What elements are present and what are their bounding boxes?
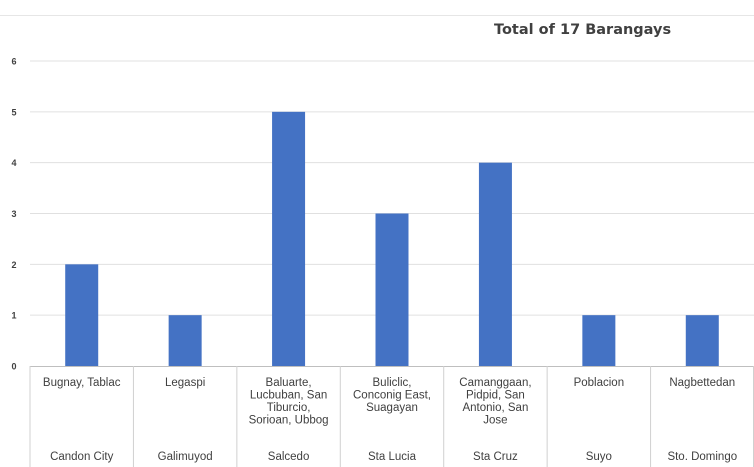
group-label: Sta Cruz	[473, 451, 518, 463]
category-label: Suagayan	[366, 402, 418, 414]
group-label: Sta Lucia	[368, 451, 417, 463]
y-tick-label: 3	[11, 209, 16, 219]
bar	[168, 315, 202, 366]
category-label: Jose	[483, 415, 507, 427]
category-label: Sorioan, Ubbog	[249, 415, 329, 427]
category-label: Antonio, San	[462, 402, 528, 414]
category-label: Bugnay, Tablac	[43, 377, 121, 389]
y-tick-label: 0	[11, 362, 16, 372]
bar	[478, 162, 512, 366]
group-label: Galimuyod	[158, 451, 213, 463]
y-tick-label: 1	[11, 311, 16, 321]
category-label: Baluarte,	[266, 377, 312, 389]
top-divider	[0, 15, 754, 16]
y-tick-label: 5	[11, 107, 16, 117]
category-label: Legaspi	[165, 377, 205, 389]
category-label: Conconig East,	[353, 390, 431, 402]
bars	[65, 111, 719, 366]
bar	[272, 111, 306, 366]
y-axis-ticks: 0 1 2 3 4 5 6	[11, 57, 16, 372]
category-label: Camanggaan,	[459, 377, 531, 389]
chart-title: Total of 17 Barangays	[494, 22, 672, 38]
category-labels: Bugnay, Tablac Legaspi Baluarte,Lucbuban, …	[43, 377, 735, 427]
category-label: Lucbuban, San	[250, 390, 327, 402]
bar	[65, 264, 99, 366]
category-label: Tiburcio,	[267, 402, 311, 414]
bar	[685, 315, 719, 366]
category-label: Buliclic,	[373, 377, 412, 389]
category-label: Poblacion	[574, 377, 625, 389]
bar	[375, 213, 409, 366]
group-label: Suyo	[586, 451, 612, 463]
group-label: Candon City	[50, 451, 114, 463]
group-label: Sto. Domingo	[667, 451, 737, 463]
y-tick-label: 6	[11, 57, 16, 67]
group-label: Salcedo	[268, 451, 310, 463]
category-label: Pidpid, San	[466, 390, 525, 402]
y-tick-label: 2	[11, 260, 16, 270]
category-label: Nagbettedan	[669, 377, 735, 389]
bar	[582, 315, 616, 366]
y-tick-label: 4	[11, 158, 16, 168]
group-labels: Candon City Galimuyod Salcedo Sta Lucia Sta …	[50, 451, 737, 463]
